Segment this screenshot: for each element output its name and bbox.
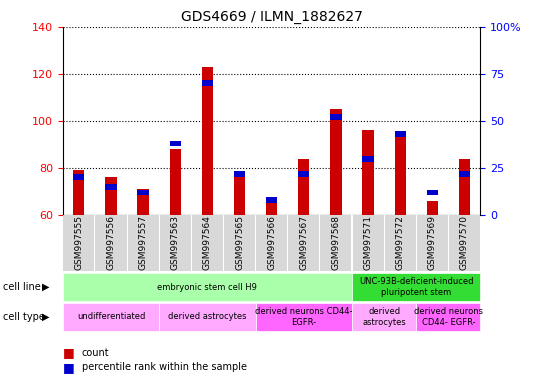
- Bar: [138, 190, 149, 195]
- Text: GSM997555: GSM997555: [74, 215, 84, 270]
- Text: embryonic stem cell H9: embryonic stem cell H9: [157, 283, 257, 291]
- Bar: [202, 67, 213, 215]
- Bar: [330, 114, 341, 120]
- Text: derived neurons
CD44- EGFR-: derived neurons CD44- EGFR-: [414, 307, 483, 327]
- Bar: [73, 170, 85, 215]
- Bar: [459, 159, 470, 215]
- Bar: [298, 171, 310, 177]
- Text: cell type: cell type: [3, 312, 45, 322]
- Text: derived
astrocytes: derived astrocytes: [362, 307, 406, 327]
- Text: ▶: ▶: [42, 282, 50, 292]
- Bar: [459, 171, 470, 177]
- Bar: [426, 201, 438, 215]
- Bar: [298, 159, 310, 215]
- Text: GSM997571: GSM997571: [364, 215, 372, 270]
- Bar: [73, 174, 85, 180]
- Text: GSM997568: GSM997568: [331, 215, 340, 270]
- Text: ■: ■: [63, 361, 75, 374]
- Text: GSM997566: GSM997566: [267, 215, 276, 270]
- Bar: [202, 80, 213, 86]
- Bar: [363, 156, 373, 162]
- Bar: [105, 184, 117, 190]
- Text: cell line: cell line: [3, 282, 40, 292]
- Text: GSM997565: GSM997565: [235, 215, 244, 270]
- Text: UNC-93B-deficient-induced
pluripotent stem: UNC-93B-deficient-induced pluripotent st…: [359, 277, 473, 297]
- Bar: [105, 177, 117, 215]
- Bar: [426, 190, 438, 195]
- Bar: [234, 171, 245, 177]
- Bar: [138, 189, 149, 215]
- Text: GSM997567: GSM997567: [299, 215, 308, 270]
- Bar: [266, 197, 277, 203]
- Text: count: count: [82, 348, 110, 358]
- Bar: [266, 199, 277, 215]
- Text: percentile rank within the sample: percentile rank within the sample: [82, 362, 247, 372]
- Text: derived neurons CD44-
EGFR-: derived neurons CD44- EGFR-: [255, 307, 353, 327]
- Text: GSM997570: GSM997570: [460, 215, 469, 270]
- Text: ▶: ▶: [42, 312, 50, 322]
- Text: ■: ■: [63, 346, 75, 359]
- Text: GSM997572: GSM997572: [396, 215, 405, 270]
- Text: GSM997557: GSM997557: [139, 215, 147, 270]
- Bar: [170, 149, 181, 215]
- Text: GSM997563: GSM997563: [171, 215, 180, 270]
- Bar: [170, 141, 181, 146]
- Text: GSM997564: GSM997564: [203, 215, 212, 270]
- Text: GSM997569: GSM997569: [428, 215, 437, 270]
- Bar: [363, 131, 373, 215]
- Text: derived astrocytes: derived astrocytes: [168, 313, 247, 321]
- Bar: [395, 135, 406, 215]
- Bar: [330, 109, 341, 215]
- Text: undifferentiated: undifferentiated: [77, 313, 145, 321]
- Title: GDS4669 / ILMN_1882627: GDS4669 / ILMN_1882627: [181, 10, 363, 25]
- Text: GSM997556: GSM997556: [106, 215, 116, 270]
- Bar: [234, 173, 245, 215]
- Bar: [395, 131, 406, 137]
